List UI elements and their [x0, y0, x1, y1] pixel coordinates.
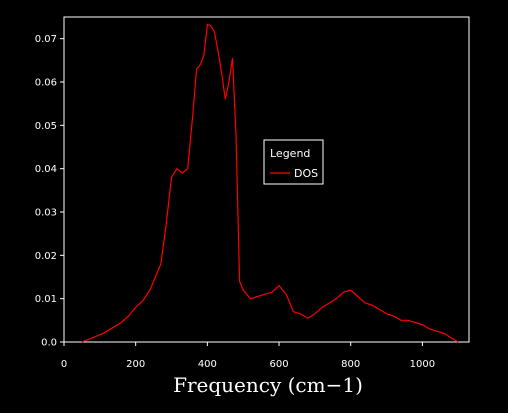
- x-axis-title: Frequency (cm−1): [173, 373, 363, 397]
- legend-box: [263, 139, 324, 185]
- x-tick-label: 1000: [410, 359, 435, 370]
- x-tick-label: 200: [126, 359, 145, 370]
- x-axis: 0 200 400 600 800 1000: [61, 342, 435, 370]
- y-tick-label: 0.05: [35, 121, 57, 132]
- y-tick-label: 0.04: [35, 164, 57, 175]
- x-tick-label: 0: [61, 359, 67, 370]
- legend-title: Legend: [270, 147, 310, 160]
- y-tick-label: 0.01: [35, 294, 57, 305]
- legend: Legend DOS: [263, 139, 324, 185]
- plot-area-frame: [63, 16, 470, 343]
- x-tick-label: 400: [198, 359, 217, 370]
- y-axis: 0.0 0.01 0.02 0.03 0.04 0.05 0.06 0.07: [35, 34, 64, 349]
- y-tick-label: 0.0: [41, 338, 57, 349]
- y-tick-label: 0.03: [35, 208, 57, 219]
- x-tick-label: 800: [341, 359, 360, 370]
- x-tick-label: 600: [269, 359, 288, 370]
- legend-label-dos: DOS: [294, 167, 318, 180]
- y-tick-label: 0.06: [35, 78, 57, 89]
- y-tick-label: 0.07: [35, 34, 57, 45]
- series-line-dos: [81, 23, 459, 343]
- y-tick-label: 0.02: [35, 251, 57, 262]
